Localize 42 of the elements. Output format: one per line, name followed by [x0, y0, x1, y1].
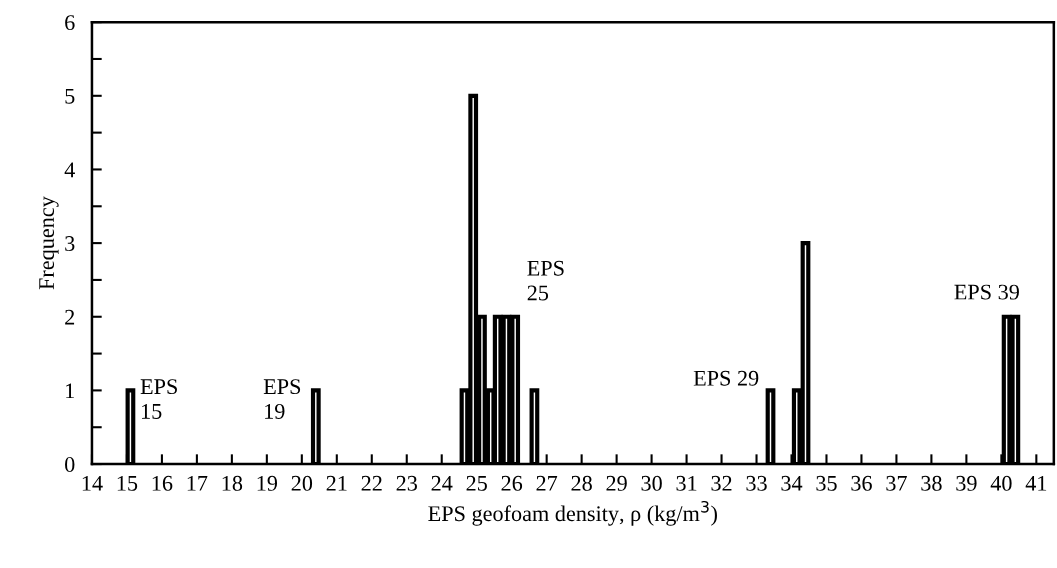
- y-tick-label: 6: [65, 15, 75, 31]
- x-tick-label: 36: [851, 475, 872, 491]
- x-tick-label: 26: [501, 475, 523, 491]
- x-tick-label: 17: [187, 475, 208, 491]
- x-tick-label: 20: [291, 475, 313, 491]
- x-tick-label: 23: [396, 475, 417, 491]
- x-tick-label: 34: [781, 475, 803, 491]
- y-axis-title: Frequency: [39, 196, 59, 290]
- x-tick-label: 40: [990, 475, 1012, 491]
- x-tick-label: 22: [361, 475, 382, 491]
- x-tick-label: 28: [571, 475, 592, 491]
- annotation: EPS 39: [954, 284, 1019, 300]
- annotation: EPS 25: [527, 260, 564, 301]
- y-tick-label: 0: [65, 456, 75, 472]
- x-tick-label: 39: [956, 475, 977, 491]
- x-tick-label: 32: [711, 475, 732, 491]
- annotation: EPS 29: [693, 370, 759, 386]
- y-tick-label: 4: [64, 162, 75, 178]
- x-tick-label: 19: [257, 475, 278, 491]
- annotation: EPS 19: [263, 379, 301, 419]
- x-tick-label: 14: [82, 475, 103, 491]
- y-tick-label: 2: [65, 309, 75, 325]
- x-tick-label: 33: [746, 475, 767, 491]
- x-tick-label: 38: [921, 475, 942, 491]
- x-tick-label: 24: [431, 475, 453, 491]
- y-tick-label: 3: [65, 236, 75, 252]
- x-tick-label: 25: [466, 475, 487, 491]
- annotation: EPS 15: [140, 379, 177, 419]
- x-tick-label: 18: [222, 475, 243, 491]
- x-axis-title: EPS geofoam density, ρ (kg/m$^{3}$): [428, 500, 717, 526]
- x-tick-label: 31: [676, 475, 697, 491]
- x-tick-label: 15: [117, 475, 138, 491]
- x-tick-label: 41: [1025, 475, 1047, 491]
- x-tick-label: 29: [606, 475, 627, 491]
- y-tick-label: 5: [65, 88, 75, 104]
- y-tick-label: 1: [66, 383, 74, 399]
- x-tick-label: 21: [326, 475, 347, 491]
- x-tick-label: 37: [886, 475, 907, 491]
- x-tick-label: 35: [816, 475, 837, 491]
- x-tick-label: 30: [641, 475, 662, 491]
- x-tick-label: 27: [536, 475, 558, 491]
- x-tick-label: 16: [152, 475, 173, 491]
